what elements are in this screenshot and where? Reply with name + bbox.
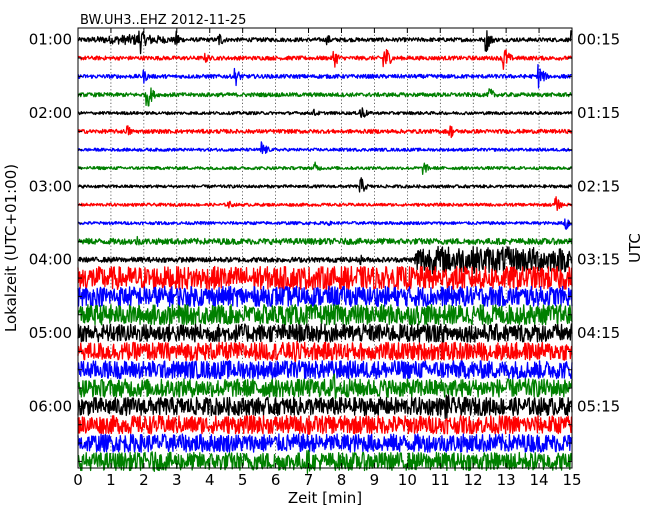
- seismic-trace: [77, 161, 573, 176]
- seismic-trace: [77, 323, 573, 343]
- left-time-label: 02:00: [29, 104, 72, 122]
- x-tick-label: 7: [304, 471, 314, 489]
- x-tick-label: 6: [271, 471, 281, 489]
- seismic-trace: [77, 304, 573, 326]
- x-tick-label: 3: [172, 471, 182, 489]
- chart-title: BW.UH3..EHZ 2012-11-25: [80, 13, 246, 28]
- right-time-label: 05:15: [577, 397, 620, 415]
- seismic-trace: [77, 48, 573, 70]
- seismic-trace: [77, 125, 573, 139]
- y-axis-label-left: Lokalzeit (UTC+01:00): [2, 164, 20, 332]
- x-tick-label: 5: [238, 471, 248, 489]
- x-tick-label: 10: [398, 471, 417, 489]
- seismic-trace: [77, 394, 573, 421]
- seismic-trace: [77, 141, 573, 155]
- seismic-trace: [77, 433, 573, 453]
- seismic-trace: [77, 235, 573, 246]
- seismic-trace: [77, 340, 573, 363]
- right-time-label: 02:15: [577, 177, 620, 195]
- x-tick-label: 2: [139, 471, 149, 489]
- right-time-label: 03:15: [577, 251, 620, 269]
- axis-ticks: 0 1 2 3 4 5 6 7 8 9 10 11 12 13 14 1501:0002:0003:0004:…: [29, 28, 620, 489]
- right-time-label: 04:15: [577, 324, 620, 342]
- right-time-label: 00:15: [577, 31, 620, 49]
- left-time-label: 05:00: [29, 324, 72, 342]
- x-tick-label: 14: [530, 471, 549, 489]
- seismic-trace: [77, 87, 573, 107]
- seismic-trace: [77, 63, 573, 89]
- left-time-label: 03:00: [29, 177, 72, 195]
- left-time-label: 04:00: [29, 251, 72, 269]
- seismic-trace: [77, 177, 573, 193]
- seismic-trace: [77, 285, 573, 308]
- x-tick-label: 15: [562, 471, 581, 489]
- seismic-trace: [77, 450, 573, 474]
- seismic-trace: [77, 218, 573, 230]
- x-tick-label: 9: [370, 471, 380, 489]
- x-tick-label: 8: [337, 471, 347, 489]
- x-tick-label: 12: [464, 471, 483, 489]
- seismic-trace: [77, 107, 573, 119]
- seismic-trace: [77, 196, 573, 211]
- x-tick-label: 0: [73, 471, 83, 489]
- seismic-trace: [77, 265, 573, 291]
- seismic-trace: [77, 30, 573, 55]
- x-tick-label: 4: [205, 471, 215, 489]
- x-axis-label: Zeit [min]: [288, 489, 362, 507]
- left-time-label: 01:00: [29, 31, 72, 49]
- x-tick-label: 11: [431, 471, 450, 489]
- x-tick-label: 1: [106, 471, 116, 489]
- left-time-label: 06:00: [29, 397, 72, 415]
- seismic-traces: [77, 30, 573, 474]
- right-time-label: 01:15: [577, 104, 620, 122]
- x-tick-label: 13: [497, 471, 516, 489]
- seismic-trace: [77, 360, 573, 380]
- seismic-trace: [77, 373, 573, 400]
- seismic-trace: [77, 245, 573, 275]
- seismic-trace: [77, 415, 573, 436]
- y-axis-label-right: UTC: [626, 233, 644, 263]
- plot-frame: [77, 27, 573, 469]
